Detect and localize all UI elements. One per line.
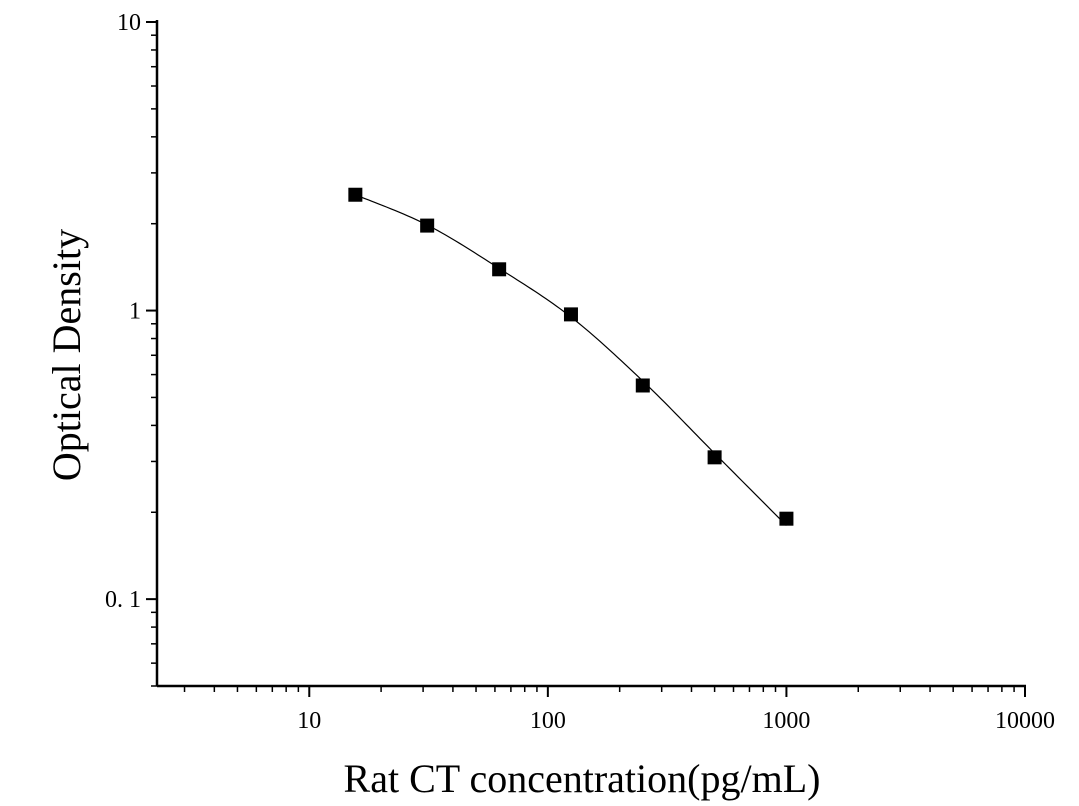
y-tick-label: 1	[129, 299, 141, 325]
data-point	[492, 262, 507, 277]
fit-curve	[355, 194, 787, 526]
y-axis-title: Optical Density	[44, 229, 89, 481]
data-point	[779, 511, 794, 526]
y-tick-label: 10	[117, 10, 141, 36]
axes: 10 100 1000 10000 0. 1 1 10	[105, 10, 1055, 734]
data-point	[420, 218, 435, 233]
x-tick-label: 10000	[995, 708, 1055, 734]
data-point	[635, 378, 650, 393]
x-tick-label: 10	[297, 708, 321, 734]
x-tick-label: 100	[530, 708, 566, 734]
data-point	[707, 450, 722, 465]
fit-curve-layer	[355, 194, 787, 526]
data-point	[563, 307, 578, 322]
x-tick-label: 1000	[762, 708, 810, 734]
x-axis-title: Rat CT concentration(pg/mL)	[344, 756, 821, 801]
data-point	[348, 187, 363, 202]
y-tick-label: 0. 1	[105, 587, 141, 613]
data-points-layer	[348, 187, 794, 526]
